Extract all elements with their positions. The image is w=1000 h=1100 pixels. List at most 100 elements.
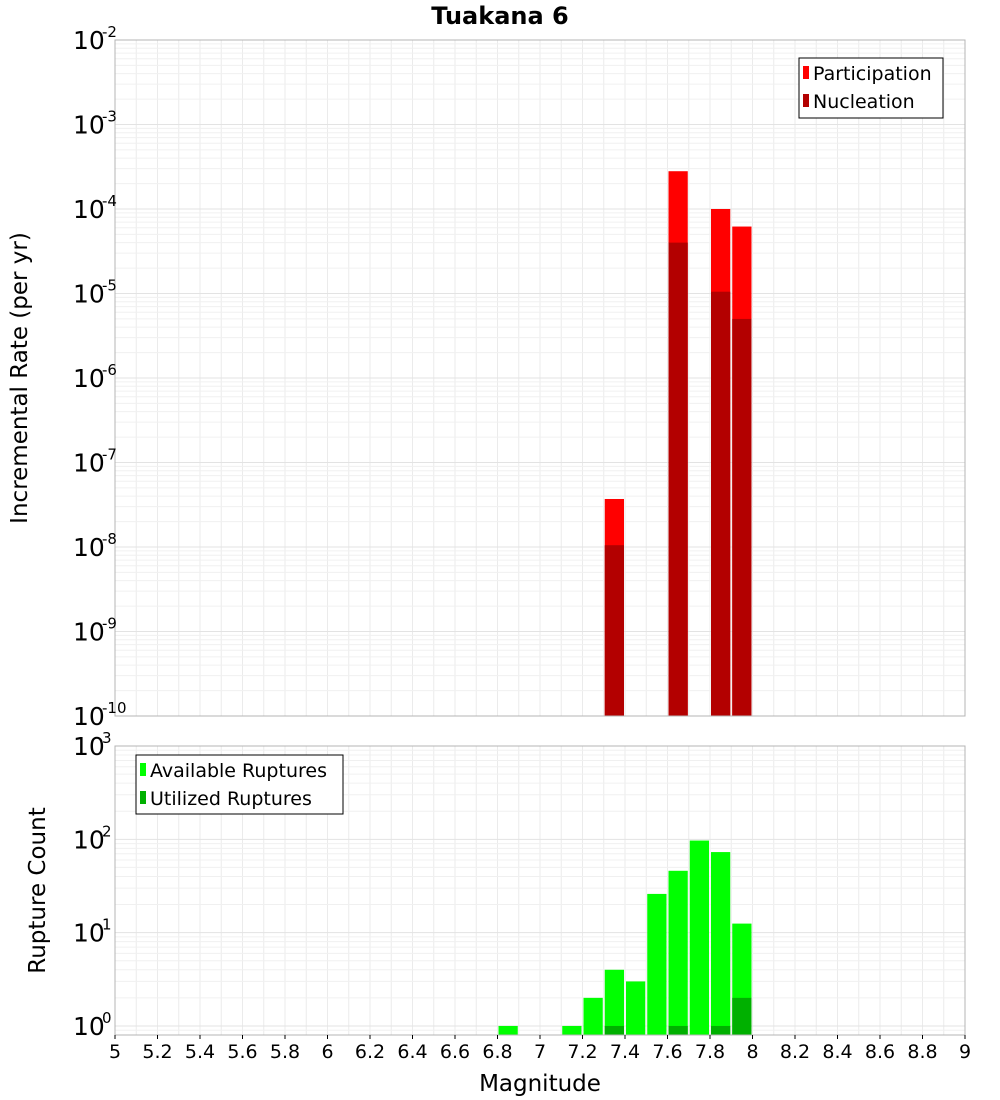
y-tick-base: 10 bbox=[73, 26, 105, 55]
legend-label-participation: Participation bbox=[813, 63, 932, 85]
top-bar-nucleation bbox=[711, 291, 731, 716]
y-tick: 10-5 bbox=[73, 277, 117, 309]
y-tick-exponent: 1 bbox=[102, 916, 112, 934]
legend-label-available: Available Ruptures bbox=[150, 760, 327, 782]
y-tick: 10-7 bbox=[73, 446, 117, 478]
y-tick: 10-9 bbox=[73, 615, 117, 647]
y-tick-base: 10 bbox=[73, 449, 105, 478]
y-tick-base: 10 bbox=[73, 732, 105, 761]
y-tick: 10-3 bbox=[73, 108, 117, 140]
y-tick-exponent: -9 bbox=[102, 615, 117, 633]
y-tick: 10-8 bbox=[73, 530, 117, 562]
legend-swatch-available bbox=[140, 763, 146, 776]
top-bar-nucleation bbox=[732, 318, 752, 716]
chart-title: Tuakana 6 bbox=[431, 2, 569, 30]
bottom-bar-utilized-ruptures bbox=[732, 997, 752, 1035]
y-tick-base: 10 bbox=[73, 825, 105, 854]
y-tick-exponent: -8 bbox=[102, 530, 117, 548]
y-tick: 10-2 bbox=[73, 23, 117, 55]
y-tick-exponent: -10 bbox=[102, 699, 127, 717]
top-y-axis-label: Incremental Rate (per yr) bbox=[7, 232, 33, 524]
x-tick-label: 8.4 bbox=[822, 1041, 852, 1063]
bottom-bar-utilized-ruptures bbox=[668, 1025, 688, 1035]
bottom-legend: Available Ruptures Utilized Ruptures bbox=[135, 754, 344, 815]
legend-label-nucleation: Nucleation bbox=[813, 91, 915, 113]
y-tick-exponent: -7 bbox=[102, 446, 117, 464]
y-tick-exponent: -2 bbox=[102, 23, 117, 41]
x-tick-label: 8 bbox=[746, 1041, 758, 1063]
legend-swatch-participation bbox=[803, 66, 809, 79]
y-tick-base: 10 bbox=[73, 364, 105, 393]
y-tick: 10-10 bbox=[73, 699, 127, 731]
x-tick-label: 7.8 bbox=[695, 1041, 725, 1063]
top-plot-frame bbox=[114, 39, 966, 717]
top-bars bbox=[604, 171, 752, 717]
bottom-legend-box bbox=[135, 754, 344, 815]
top-legend: Participation Nucleation bbox=[798, 57, 944, 119]
bottom-bar-available-ruptures bbox=[647, 893, 667, 1035]
x-tick-label: 8.8 bbox=[907, 1041, 937, 1063]
legend-swatch-utilized bbox=[140, 791, 146, 804]
y-tick-base: 10 bbox=[73, 533, 105, 562]
x-axis-label: Magnitude bbox=[479, 1071, 601, 1097]
y-tick-base: 10 bbox=[73, 111, 105, 140]
x-tick-label: 5.6 bbox=[227, 1041, 257, 1063]
y-tick-exponent: 2 bbox=[102, 822, 112, 840]
y-tick-exponent: -3 bbox=[102, 108, 117, 126]
x-tick-label: 6 bbox=[321, 1041, 333, 1063]
x-tick-label: 6.6 bbox=[440, 1041, 470, 1063]
y-tick: 10-4 bbox=[73, 192, 117, 224]
bottom-bar-available-ruptures bbox=[711, 852, 731, 1035]
bottom-y-axis-label: Rupture Count bbox=[25, 807, 51, 973]
bottom-bar-available-ruptures bbox=[604, 969, 624, 1035]
top-legend-box bbox=[798, 57, 944, 119]
x-tick-label: 6.4 bbox=[397, 1041, 427, 1063]
bottom-bar-available-ruptures bbox=[668, 870, 688, 1035]
x-tick-label: 5 bbox=[109, 1041, 121, 1063]
bottom-bar-available-ruptures bbox=[583, 997, 603, 1035]
y-tick: 103 bbox=[73, 729, 112, 761]
y-tick-base: 10 bbox=[73, 618, 105, 647]
bottom-bar-utilized-ruptures bbox=[711, 1025, 731, 1035]
y-tick-exponent: -6 bbox=[102, 361, 117, 379]
y-tick-base: 10 bbox=[73, 1012, 105, 1041]
x-tick-label: 5.8 bbox=[270, 1041, 300, 1063]
y-tick: 101 bbox=[73, 916, 112, 948]
top-bar-nucleation bbox=[604, 545, 624, 716]
x-tick-label: 7.6 bbox=[652, 1041, 682, 1063]
x-ticks: 5 5.2 5.4 5.6 5.8 6 6.2 6.4 6.6 6.8 7 7.2 7.4 7.6 7.8 8… bbox=[109, 1035, 971, 1063]
y-tick: 102 bbox=[73, 822, 112, 854]
x-tick-label: 8.6 bbox=[865, 1041, 895, 1063]
legend-swatch-nucleation bbox=[803, 94, 809, 107]
x-tick-label: 6.2 bbox=[355, 1041, 385, 1063]
y-tick-exponent: 0 bbox=[102, 1009, 112, 1027]
x-tick-label: 7.2 bbox=[567, 1041, 597, 1063]
y-tick-base: 10 bbox=[73, 195, 105, 224]
x-tick-label: 8.2 bbox=[780, 1041, 810, 1063]
y-tick: 10-6 bbox=[73, 361, 117, 393]
y-tick-exponent: 3 bbox=[102, 729, 112, 747]
legend-label-utilized: Utilized Ruptures bbox=[150, 788, 312, 810]
bottom-bar-utilized-ruptures bbox=[604, 1025, 624, 1035]
bottom-bars bbox=[498, 840, 752, 1035]
x-tick-label: 9 bbox=[959, 1041, 971, 1063]
y-tick-base: 10 bbox=[73, 919, 105, 948]
x-tick-label: 5.2 bbox=[142, 1041, 172, 1063]
y-tick-exponent: -5 bbox=[102, 277, 117, 295]
bottom-bar-available-ruptures bbox=[689, 840, 709, 1035]
x-tick-label: 7.4 bbox=[610, 1041, 640, 1063]
y-tick-base: 10 bbox=[73, 702, 105, 731]
y-tick-exponent: -4 bbox=[102, 192, 117, 210]
x-tick-label: 6.8 bbox=[482, 1041, 512, 1063]
y-tick-base: 10 bbox=[73, 280, 105, 309]
x-tick-label: 7 bbox=[534, 1041, 546, 1063]
top-bar-nucleation bbox=[668, 242, 688, 717]
bottom-bar-available-ruptures bbox=[626, 981, 646, 1035]
y-tick: 100 bbox=[73, 1009, 112, 1041]
top-y-ticks: 10-210-310-410-510-610-710-810-910-10 bbox=[73, 23, 127, 731]
top-grid bbox=[114, 40, 966, 717]
bottom-bar-available-ruptures bbox=[498, 1025, 518, 1035]
